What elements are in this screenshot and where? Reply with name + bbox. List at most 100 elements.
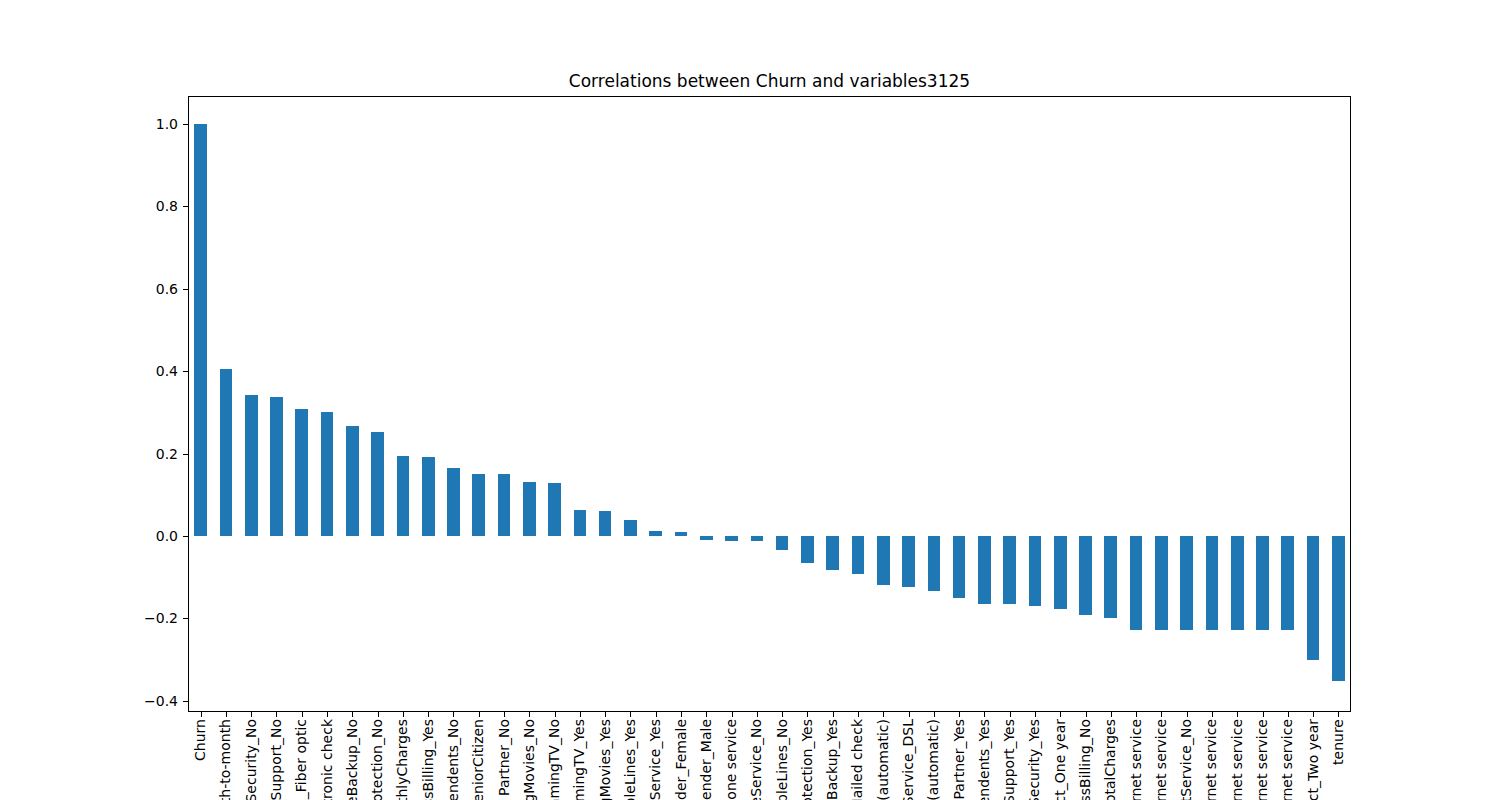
x-tick-label: PaymentMethod_Bank transfer (automatic): [876, 719, 891, 800]
bar: [1307, 536, 1320, 660]
bar: [397, 456, 410, 536]
x-tick: [1338, 712, 1339, 717]
x-tick-label: PhoneService_Yes: [648, 719, 663, 800]
x-tick-label: Contract_Two year: [1306, 719, 1321, 800]
x-tick-label: Dependents_No: [446, 719, 461, 800]
x-tick: [883, 712, 884, 717]
x-tick: [1111, 712, 1112, 717]
x-tick: [681, 712, 682, 717]
x-tick-label: MonthlyCharges: [395, 719, 410, 800]
x-tick: [959, 712, 960, 717]
x-tick-label: PhoneService_No: [749, 719, 764, 800]
x-tick: [630, 712, 631, 717]
x-tick: [934, 712, 935, 717]
bar: [928, 536, 941, 591]
bar: [978, 536, 991, 604]
y-tick-label: −0.2: [98, 610, 178, 626]
bar: [472, 474, 485, 536]
x-tick-label: InternetService_DSL: [901, 719, 916, 800]
x-tick-label: StreamingTV_No internet service: [1129, 719, 1144, 800]
x-tick-label: OnlineSecurity_No: [244, 719, 259, 800]
x-tick: [580, 712, 581, 717]
x-tick: [1313, 712, 1314, 717]
x-tick-label: StreamingMovies_No internet service: [1154, 719, 1169, 800]
x-tick: [378, 712, 379, 717]
x-tick-label: Churn: [193, 719, 208, 761]
x-tick: [782, 712, 783, 717]
bar: [826, 536, 839, 570]
x-tick-label: TotalCharges: [1103, 719, 1118, 800]
bar: [1332, 536, 1345, 681]
x-tick: [656, 712, 657, 717]
bar: [852, 536, 865, 574]
x-tick-label: PaymentMethod_Electronic check: [320, 719, 335, 800]
x-tick-label: Contract_One year: [1053, 719, 1068, 800]
x-tick-label: Dependents_Yes: [977, 719, 992, 800]
bar: [220, 369, 233, 536]
y-tick-label: 0.2: [98, 446, 178, 462]
bar: [725, 536, 738, 541]
figure: Correlations between Churn and variables…: [0, 0, 1500, 800]
chart-title: Correlations between Churn and variables…: [188, 71, 1351, 91]
x-tick: [302, 712, 303, 717]
bar: [776, 536, 789, 550]
x-tick: [1288, 712, 1289, 717]
x-tick-label: StreamingTV_Yes: [572, 719, 587, 800]
x-tick: [276, 712, 277, 717]
y-tick: [183, 536, 188, 537]
x-tick-label: StreamingMovies_Yes: [598, 719, 613, 800]
bar: [1104, 536, 1117, 618]
bar: [624, 520, 637, 536]
bar: [953, 536, 966, 598]
bar: [877, 536, 890, 585]
x-tick-label: OnlineSecurity_No internet service: [1204, 719, 1219, 800]
x-tick: [201, 712, 202, 717]
x-tick: [757, 712, 758, 717]
x-tick-label: DeviceProtection_No: [370, 719, 385, 800]
bar: [700, 536, 713, 540]
x-tick-label: OnlineBackup_No internet service: [1230, 719, 1245, 800]
bar: [1281, 536, 1294, 630]
x-tick: [1060, 712, 1061, 717]
x-tick: [251, 712, 252, 717]
x-tick-label: tenure: [1331, 719, 1346, 765]
x-tick-label: MultipleLines_No phone service: [724, 719, 739, 800]
x-tick-label: StreamingMovies_No: [522, 719, 537, 800]
bar: [523, 482, 536, 536]
plot-area: [188, 96, 1351, 712]
x-tick: [403, 712, 404, 717]
x-tick-label: Partner_Yes: [952, 719, 967, 799]
y-tick: [183, 371, 188, 372]
bar: [675, 532, 688, 536]
x-tick: [529, 712, 530, 717]
y-tick-label: 1.0: [98, 116, 178, 132]
bar: [1231, 536, 1244, 630]
x-tick-label: MultipleLines_No: [775, 719, 790, 800]
x-tick-label: gender_Male: [699, 719, 714, 800]
y-tick: [183, 618, 188, 619]
bar: [548, 483, 561, 536]
x-tick: [555, 712, 556, 717]
y-tick: [183, 289, 188, 290]
x-tick-label: PaymentMethod_Mailed check: [850, 719, 865, 800]
x-tick: [984, 712, 985, 717]
bar: [1180, 536, 1193, 630]
x-tick: [706, 712, 707, 717]
bar: [1079, 536, 1092, 615]
x-tick: [605, 712, 606, 717]
y-tick: [183, 124, 188, 125]
bar: [1155, 536, 1168, 630]
x-tick: [1263, 712, 1264, 717]
y-tick: [183, 454, 188, 455]
x-tick-label: OnlineBackup_Yes: [825, 719, 840, 800]
x-tick-label: InternetService_Fiber optic: [294, 719, 309, 800]
x-tick-label: Partner_No: [497, 719, 512, 796]
x-tick: [807, 712, 808, 717]
x-tick: [833, 712, 834, 717]
bar: [649, 531, 662, 536]
x-tick-label: DeviceProtection_No internet service: [1255, 719, 1270, 800]
x-tick-label: MultipleLines_Yes: [623, 719, 638, 800]
x-tick: [909, 712, 910, 717]
x-tick: [479, 712, 480, 717]
bar: [599, 511, 612, 536]
